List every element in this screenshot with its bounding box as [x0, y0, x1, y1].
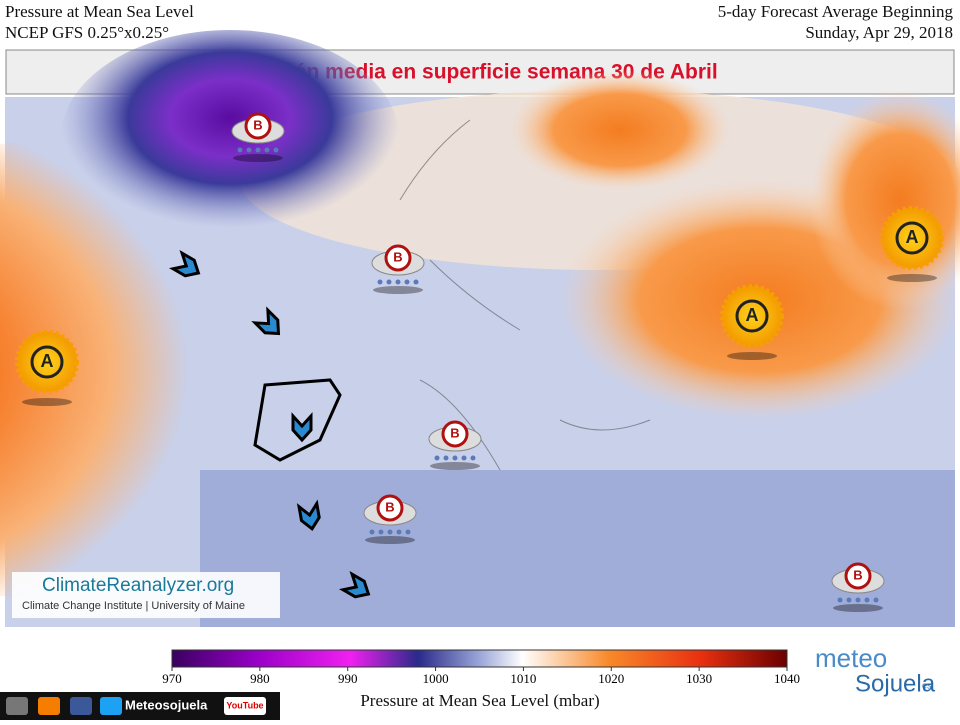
sun	[720, 284, 784, 348]
logo-bottom: Sojuela	[855, 670, 936, 697]
rain-drop	[837, 597, 843, 603]
map	[0, 30, 960, 627]
rain-drop	[255, 147, 261, 153]
rain-drop	[846, 597, 852, 603]
youtube-box[interactable]	[224, 697, 266, 715]
icon-shadow	[22, 398, 72, 406]
icon-instagram[interactable]	[6, 697, 28, 715]
system-label: B	[253, 117, 262, 132]
system-label: B	[450, 425, 459, 440]
credit-institute: Climate Change Institute | University of…	[22, 600, 245, 612]
colorbar-tick-label: 980	[250, 671, 270, 686]
icon-blogger[interactable]	[38, 697, 60, 715]
sun	[880, 206, 944, 270]
low-pressure-icon: B	[371, 244, 425, 294]
rain-drop	[377, 279, 383, 285]
system-label: B	[393, 249, 402, 264]
rain-drop	[246, 147, 252, 153]
system-label: A	[41, 351, 54, 371]
logo-domain: es	[922, 680, 932, 690]
icon-facebook[interactable]	[70, 697, 92, 715]
icon-shadow	[887, 274, 937, 282]
arrow-ring	[844, 562, 872, 590]
rain-drop	[405, 529, 411, 535]
rain-drop	[386, 279, 392, 285]
low-pressure-icon: B	[231, 112, 285, 162]
system-label: A	[746, 305, 759, 325]
rain-drop	[369, 529, 375, 535]
rain-drop	[873, 597, 879, 603]
rain-drop	[434, 455, 440, 461]
rain-drop	[413, 279, 419, 285]
rain-drop	[395, 279, 401, 285]
system-label: B	[853, 567, 862, 582]
icon-shadow	[833, 604, 883, 612]
icon-shadow	[430, 462, 480, 470]
rain-drop	[237, 147, 243, 153]
high-pressure-icon: A	[15, 330, 79, 406]
arrow-ring	[895, 221, 929, 255]
youtube-label: YouTube	[226, 700, 263, 710]
low-pressure-icon: B	[363, 494, 417, 544]
rain-drop	[264, 147, 270, 153]
rain-drop	[443, 455, 449, 461]
wind-arrows	[168, 249, 371, 599]
system-label: A	[906, 227, 919, 247]
rain-drop	[273, 147, 279, 153]
system-label: B	[385, 499, 394, 514]
pressure-systems: B A B B B A A B	[15, 112, 944, 612]
wind-chevron	[251, 306, 281, 336]
colorbar-tick-label: 970	[162, 671, 182, 686]
rain-drop	[396, 529, 402, 535]
rain-drop	[387, 529, 393, 535]
arrow-ring	[441, 420, 469, 448]
header-forecast: 5-day Forecast Average Beginning	[718, 2, 954, 21]
logo-top: meteo	[815, 643, 887, 673]
icon-shadow	[365, 536, 415, 544]
rain-drop	[452, 455, 458, 461]
header-model: NCEP GFS 0.25°x0.25°	[5, 23, 169, 42]
header-date: Sunday, Apr 29, 2018	[805, 23, 953, 42]
rain-drop	[855, 597, 861, 603]
low-pressure-icon: B	[831, 562, 885, 612]
header-title: Pressure at Mean Sea Level	[5, 2, 194, 21]
icon-shadow	[373, 286, 423, 294]
colorbar	[171, 649, 788, 668]
arrow-ring	[244, 112, 272, 140]
icon-twitter[interactable]	[100, 697, 122, 715]
rain-drop	[864, 597, 870, 603]
arrow-ring	[376, 494, 404, 522]
high-pressure-icon: A	[720, 284, 784, 360]
social-handle: Meteosojuela	[125, 697, 208, 712]
arrow-ring	[384, 244, 412, 272]
wind-chevron	[338, 570, 371, 599]
colorbar-label: Pressure at Mean Sea Level (mbar)	[360, 691, 599, 710]
colorbar-tick-label: 990	[338, 671, 358, 686]
colorbar-tick-label: 1040	[774, 671, 800, 686]
colorbar-tick-label: 1020	[598, 671, 624, 686]
icon-shadow	[233, 154, 283, 162]
colorbar-ticks: 970 980 990 1000 1010 1020 1030 1040	[162, 667, 800, 686]
colorbar-tick-label: 1010	[510, 671, 536, 686]
colorbar-tick-label: 1000	[423, 671, 449, 686]
rain-drop	[378, 529, 384, 535]
colorbar-tick-label: 1030	[686, 671, 712, 686]
icon-shadow	[727, 352, 777, 360]
credit-site: ClimateReanalyzer.org	[42, 575, 234, 596]
rain-drop	[404, 279, 410, 285]
wind-chevron	[296, 499, 321, 532]
wind-chevron	[291, 412, 313, 443]
arrow-ring	[30, 345, 64, 379]
low-pressure-icon: B	[428, 420, 482, 470]
arrow-ring	[735, 299, 769, 333]
rain-drop	[461, 455, 467, 461]
high-pressure-icon: A	[880, 206, 944, 282]
credit-box	[12, 572, 280, 618]
rain-drop	[470, 455, 476, 461]
wind-chevron	[168, 249, 201, 278]
sun	[15, 330, 79, 394]
